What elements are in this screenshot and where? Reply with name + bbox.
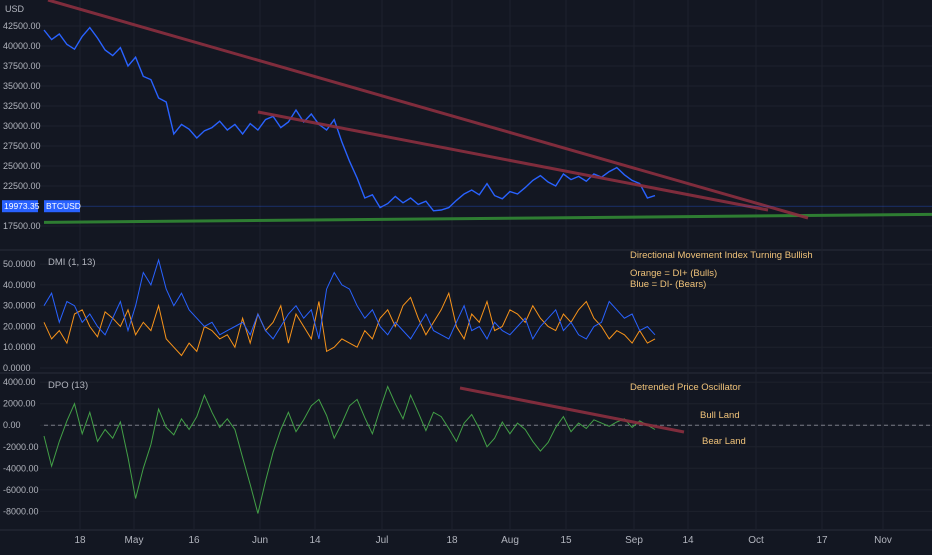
- dpo-axis-tick: 0.00: [3, 420, 21, 430]
- dmi-axis-tick: 30.0000: [3, 301, 36, 311]
- dpo-axis-tick: 4000.00: [3, 377, 36, 387]
- dpo-title: DPO (13): [48, 380, 88, 391]
- price-tag-symbol: BTCUSD: [46, 201, 81, 211]
- dpo-axis-tick: -6000.00: [3, 485, 39, 495]
- time-axis-label-18: 18: [446, 535, 458, 546]
- dmi-title: DMI (1, 13): [48, 257, 96, 268]
- dpo-trendline: [459, 386, 685, 434]
- time-axis-label-18: 18: [74, 535, 86, 546]
- time-axis-label-sep: Sep: [625, 535, 643, 546]
- dmi-annotation-title: Directional Movement Index Turning Bulli…: [630, 250, 813, 261]
- price-axis-tick: 27500.00: [3, 141, 41, 151]
- price-tag-value: 19973.35: [4, 201, 40, 211]
- price-axis-tick: 30000.00: [3, 121, 41, 131]
- price-axis-tick: 40000.00: [3, 41, 41, 51]
- dmi-axis-tick: 40.0000: [3, 280, 36, 290]
- dpo-annotation-bull: Bull Land: [700, 410, 740, 421]
- dpo-annotation-title: Detrended Price Oscillator: [630, 382, 741, 393]
- price-tag-value-box: [2, 200, 38, 213]
- price-axis-tick: 37500.00: [3, 61, 41, 71]
- price-axis-tick: 25000.00: [3, 161, 41, 171]
- time-axis-label-nov: Nov: [874, 535, 892, 546]
- time-axis-label-jun: Jun: [252, 535, 268, 546]
- price-tag-symbol-box: [44, 200, 80, 213]
- time-axis-label-16: 16: [188, 535, 200, 546]
- price-axis-tick: 42500.00: [3, 21, 41, 31]
- dpo-annotation-bear: Bear Land: [702, 436, 746, 447]
- price-axis-unit: USD: [5, 4, 25, 14]
- dpo-series-line: [43, 385, 656, 514]
- price-axis-tick: 35000.00: [3, 81, 41, 91]
- dpo-axis-tick: -2000.00: [3, 442, 39, 452]
- price-series-line: [43, 26, 656, 212]
- dmi-series-diplus: [43, 291, 656, 357]
- support-line: [43, 212, 932, 224]
- dmi-annotation-blue: Blue = DI- (Bears): [630, 279, 706, 290]
- time-axis-label-may: May: [125, 535, 144, 546]
- time-axis-label-15: 15: [560, 535, 572, 546]
- dmi-axis-tick: 20.0000: [3, 321, 36, 331]
- dmi-series-diminus: [43, 258, 656, 341]
- trendline-minor: [257, 110, 769, 212]
- time-axis-label-14: 14: [309, 535, 321, 546]
- time-axis-label-oct: Oct: [748, 535, 764, 546]
- dpo-axis-tick: -8000.00: [3, 506, 39, 516]
- dpo-axis-tick: 2000.00: [3, 399, 36, 409]
- price-axis-tick: 17500.00: [3, 221, 41, 231]
- time-axis-label-aug: Aug: [501, 535, 519, 546]
- time-axis-label-17: 17: [816, 535, 828, 546]
- dmi-axis-tick: 50.0000: [3, 259, 36, 269]
- price-axis-tick: 32500.00: [3, 101, 41, 111]
- dmi-annotation-orange: Orange = DI+ (Bulls): [630, 268, 717, 279]
- dpo-axis-tick: -4000.00: [3, 463, 39, 473]
- trendline-major: [47, 0, 809, 220]
- price-axis-tick: 22500.00: [3, 181, 41, 191]
- dmi-axis-tick: 0.0000: [3, 363, 31, 373]
- time-axis-label-jul: Jul: [376, 535, 389, 546]
- dmi-axis-tick: 10.0000: [3, 342, 36, 352]
- time-axis-label-14: 14: [682, 535, 694, 546]
